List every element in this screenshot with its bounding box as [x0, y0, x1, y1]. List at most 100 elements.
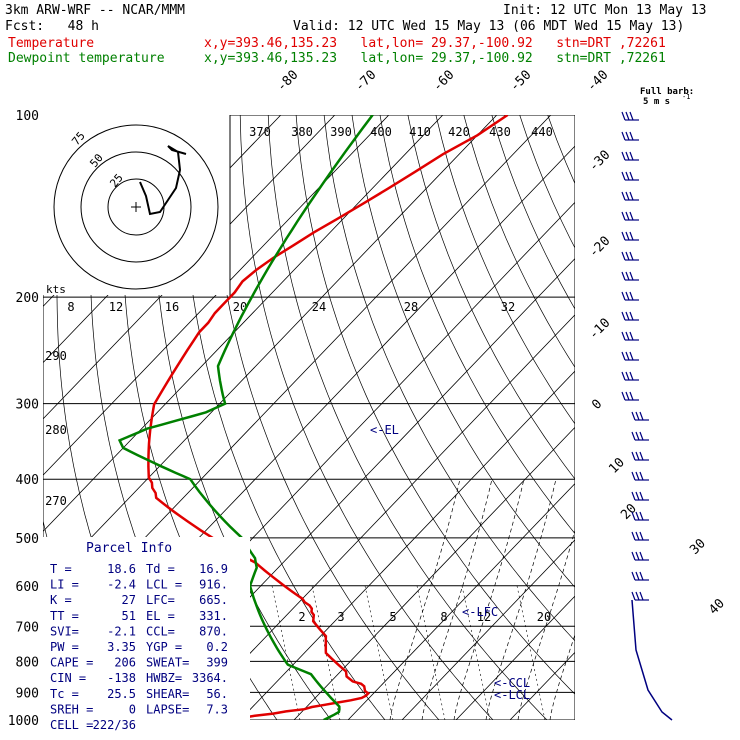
parcel-key: LFC= [146, 593, 175, 607]
dewpoint-profile [117, 115, 374, 720]
wind-barb-flag [631, 451, 636, 461]
level-marker: <-LCL [494, 688, 530, 702]
init-time: Init: 12 UTC Mon 13 May 13 [503, 3, 707, 18]
parcel-key: CCL= [146, 624, 175, 638]
wind-barb-flag [629, 211, 634, 221]
dry-adiabat [211, 115, 440, 720]
isotherm-label: -70 [352, 68, 379, 95]
isotherm [239, 370, 575, 720]
wind-barb-flag [639, 551, 644, 561]
hodo-unit-label: kts [46, 283, 66, 296]
wind-barb-flag [621, 251, 626, 261]
parcel-value: -2.4 [107, 578, 136, 592]
wind-barb-flag [629, 391, 634, 401]
wind-barb-flag [639, 531, 644, 541]
parcel-value: 870. [199, 624, 228, 638]
wind-barb-flag [635, 571, 640, 581]
dry-adiabat [463, 115, 575, 368]
parcel-key: TT = [50, 609, 79, 623]
parcel-value: -138 [107, 671, 136, 685]
wind-barb-flag [621, 211, 626, 221]
dry-adiabat [239, 115, 494, 720]
isotherm-label: -30 [586, 148, 613, 175]
theta-side-label: 290 [45, 349, 67, 363]
wind-barb-flag [639, 471, 644, 481]
parcel-value: 3.35 [107, 640, 136, 654]
dry-adiabat [407, 115, 575, 480]
wind-barb-flag [625, 291, 630, 301]
parcel-value: 7.3 [206, 702, 228, 716]
dry-adiabat [604, 115, 740, 720]
wind-barb-flag [635, 511, 640, 521]
dry-adiabat [295, 115, 575, 695]
parcel-value: 3364. [192, 671, 228, 685]
level-markers: <-EL <-LFC <-CCL<-LCL [370, 423, 530, 702]
moist-adiabat [421, 479, 493, 720]
mixing-ratio-label: 3 [337, 610, 344, 624]
wind-barb-flag [625, 311, 630, 321]
wind-barb-flag [629, 271, 634, 281]
parcel-value: 222/36 [93, 718, 136, 732]
isotherm-label: -80 [274, 68, 301, 95]
parcel-key: CAPE = [50, 656, 93, 670]
wind-barb-flag [631, 411, 636, 421]
wind-barb-flag [621, 371, 626, 381]
wind-barb-flag [621, 391, 626, 401]
wind-barb-flag [625, 111, 630, 121]
parcel-info-title: Parcel Info [86, 541, 172, 556]
wind-barb-flag [631, 531, 636, 541]
dry-adiabat [547, 115, 575, 185]
pressure-label-1000: 1000 [8, 714, 39, 729]
wind-barb-flag [629, 311, 634, 321]
level-marker: <-CCL [494, 676, 530, 690]
wind-barb-flag [625, 351, 630, 361]
level-marker: <-LFC [462, 605, 498, 619]
parcel-value: 51 [122, 609, 136, 623]
isotherm [347, 482, 575, 720]
isotherm-label: 30 [687, 536, 709, 558]
pressure-label-500: 500 [16, 532, 39, 547]
wind-barb-flag [639, 571, 644, 581]
theta-label: 440 [531, 125, 553, 139]
parcel-value: 399 [206, 656, 228, 670]
hodo-speed-label: 8 [67, 300, 74, 314]
moist-adiabat [549, 633, 575, 720]
temperature-legend-label: Temperature [8, 36, 95, 51]
barb-note-1: Full barb: [640, 87, 694, 97]
wind-barb-flag [631, 591, 636, 601]
wind-barb-flag [625, 371, 630, 381]
isotherm [293, 426, 575, 720]
wind-barb-flag [621, 351, 626, 361]
wind-barb-flag [621, 171, 626, 181]
wind-barb-flag [629, 171, 634, 181]
theta-side-label: 270 [45, 494, 67, 508]
wind-barb-flag [621, 231, 626, 241]
parcel-key: LAPSE= [146, 702, 189, 716]
wind-barb-flag [631, 511, 636, 521]
pressure-label-100: 100 [16, 109, 39, 124]
theta-label: 410 [409, 125, 431, 139]
wind-barb-flag [625, 231, 630, 241]
wind-barb-flag [621, 151, 626, 161]
theta-side-label: 280 [45, 423, 67, 437]
hodo-ring [80, 151, 192, 263]
parcel-key: Td = [146, 562, 175, 576]
wind-barb-flag [631, 431, 636, 441]
theta-label: 380 [291, 125, 313, 139]
dry-adiabat [491, 115, 575, 310]
parcel-info-panel: Parcel Info T = 18.6 Td = 16.9 LI = -2.4 LCL = 9… [43, 537, 250, 732]
parcel-value: 206 [114, 656, 136, 670]
wind-barb-flag [629, 131, 634, 141]
parcel-key: LI = [50, 578, 79, 592]
level-marker: <-EL [370, 423, 399, 437]
parcel-value: 16.9 [199, 562, 228, 576]
wind-barb-flag [621, 331, 626, 341]
wind-barb-flag [629, 291, 634, 301]
parcel-value: 27 [122, 593, 136, 607]
parcel-value: 665. [199, 593, 228, 607]
wind-barb-flag [629, 331, 634, 341]
dry-adiabat [435, 115, 575, 425]
wind-barb-flag [639, 451, 644, 461]
